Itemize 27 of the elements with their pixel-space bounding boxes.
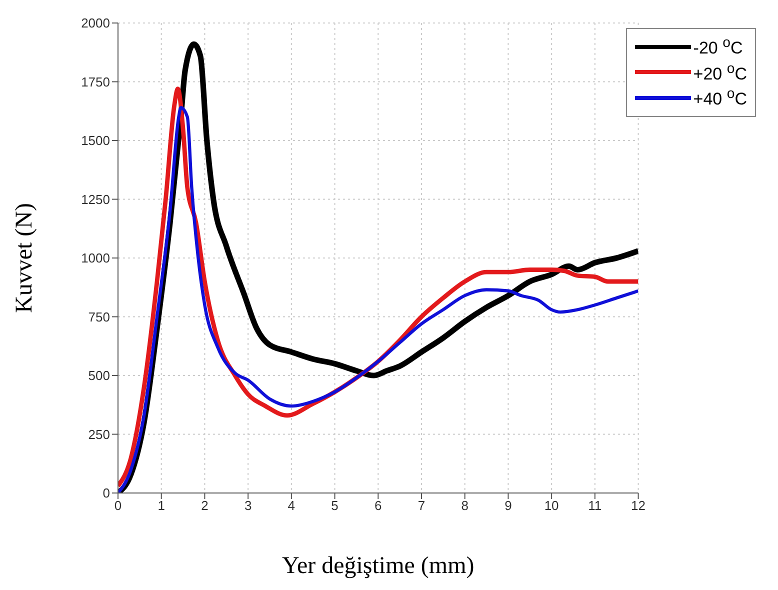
y-tick-label: 1000 <box>81 250 110 266</box>
y-tick-label: 750 <box>88 309 110 324</box>
y-tick-label: 500 <box>88 368 110 384</box>
x-tick-label: 6 <box>374 498 382 514</box>
x-tick-label: 9 <box>504 498 512 514</box>
legend-label: -20 $^{o}$C <box>693 35 743 59</box>
x-tick-label: 11 <box>588 498 602 514</box>
x-tick-label: 2 <box>201 498 208 514</box>
x-tick-label: 5 <box>331 498 338 514</box>
x-tick-label: 1 <box>158 498 165 514</box>
x-axis-title: Yer değiştime (mm) <box>282 553 474 579</box>
x-tick-label: 0 <box>114 498 122 514</box>
y-tick-label: 1250 <box>81 192 110 207</box>
legend-label: +20 $^{o}$C <box>693 60 747 84</box>
x-tick-label: 3 <box>244 498 252 514</box>
y-tick-label: 1750 <box>81 74 110 90</box>
x-tick-label: 12 <box>631 498 646 514</box>
x-tick-label: 7 <box>418 498 426 514</box>
y-tick-label: 1500 <box>81 133 110 148</box>
legend-label: +40 $^{o}$C <box>693 86 747 110</box>
x-tick-label: 8 <box>461 498 468 514</box>
x-tick-label: 4 <box>288 498 296 514</box>
y-axis-title: Kuvvet (N) <box>12 203 38 313</box>
y-tick-label: 2000 <box>81 16 110 31</box>
x-tick-label: 10 <box>544 498 559 514</box>
y-tick-label: 0 <box>102 486 110 501</box>
y-tick-label: 250 <box>88 426 110 442</box>
